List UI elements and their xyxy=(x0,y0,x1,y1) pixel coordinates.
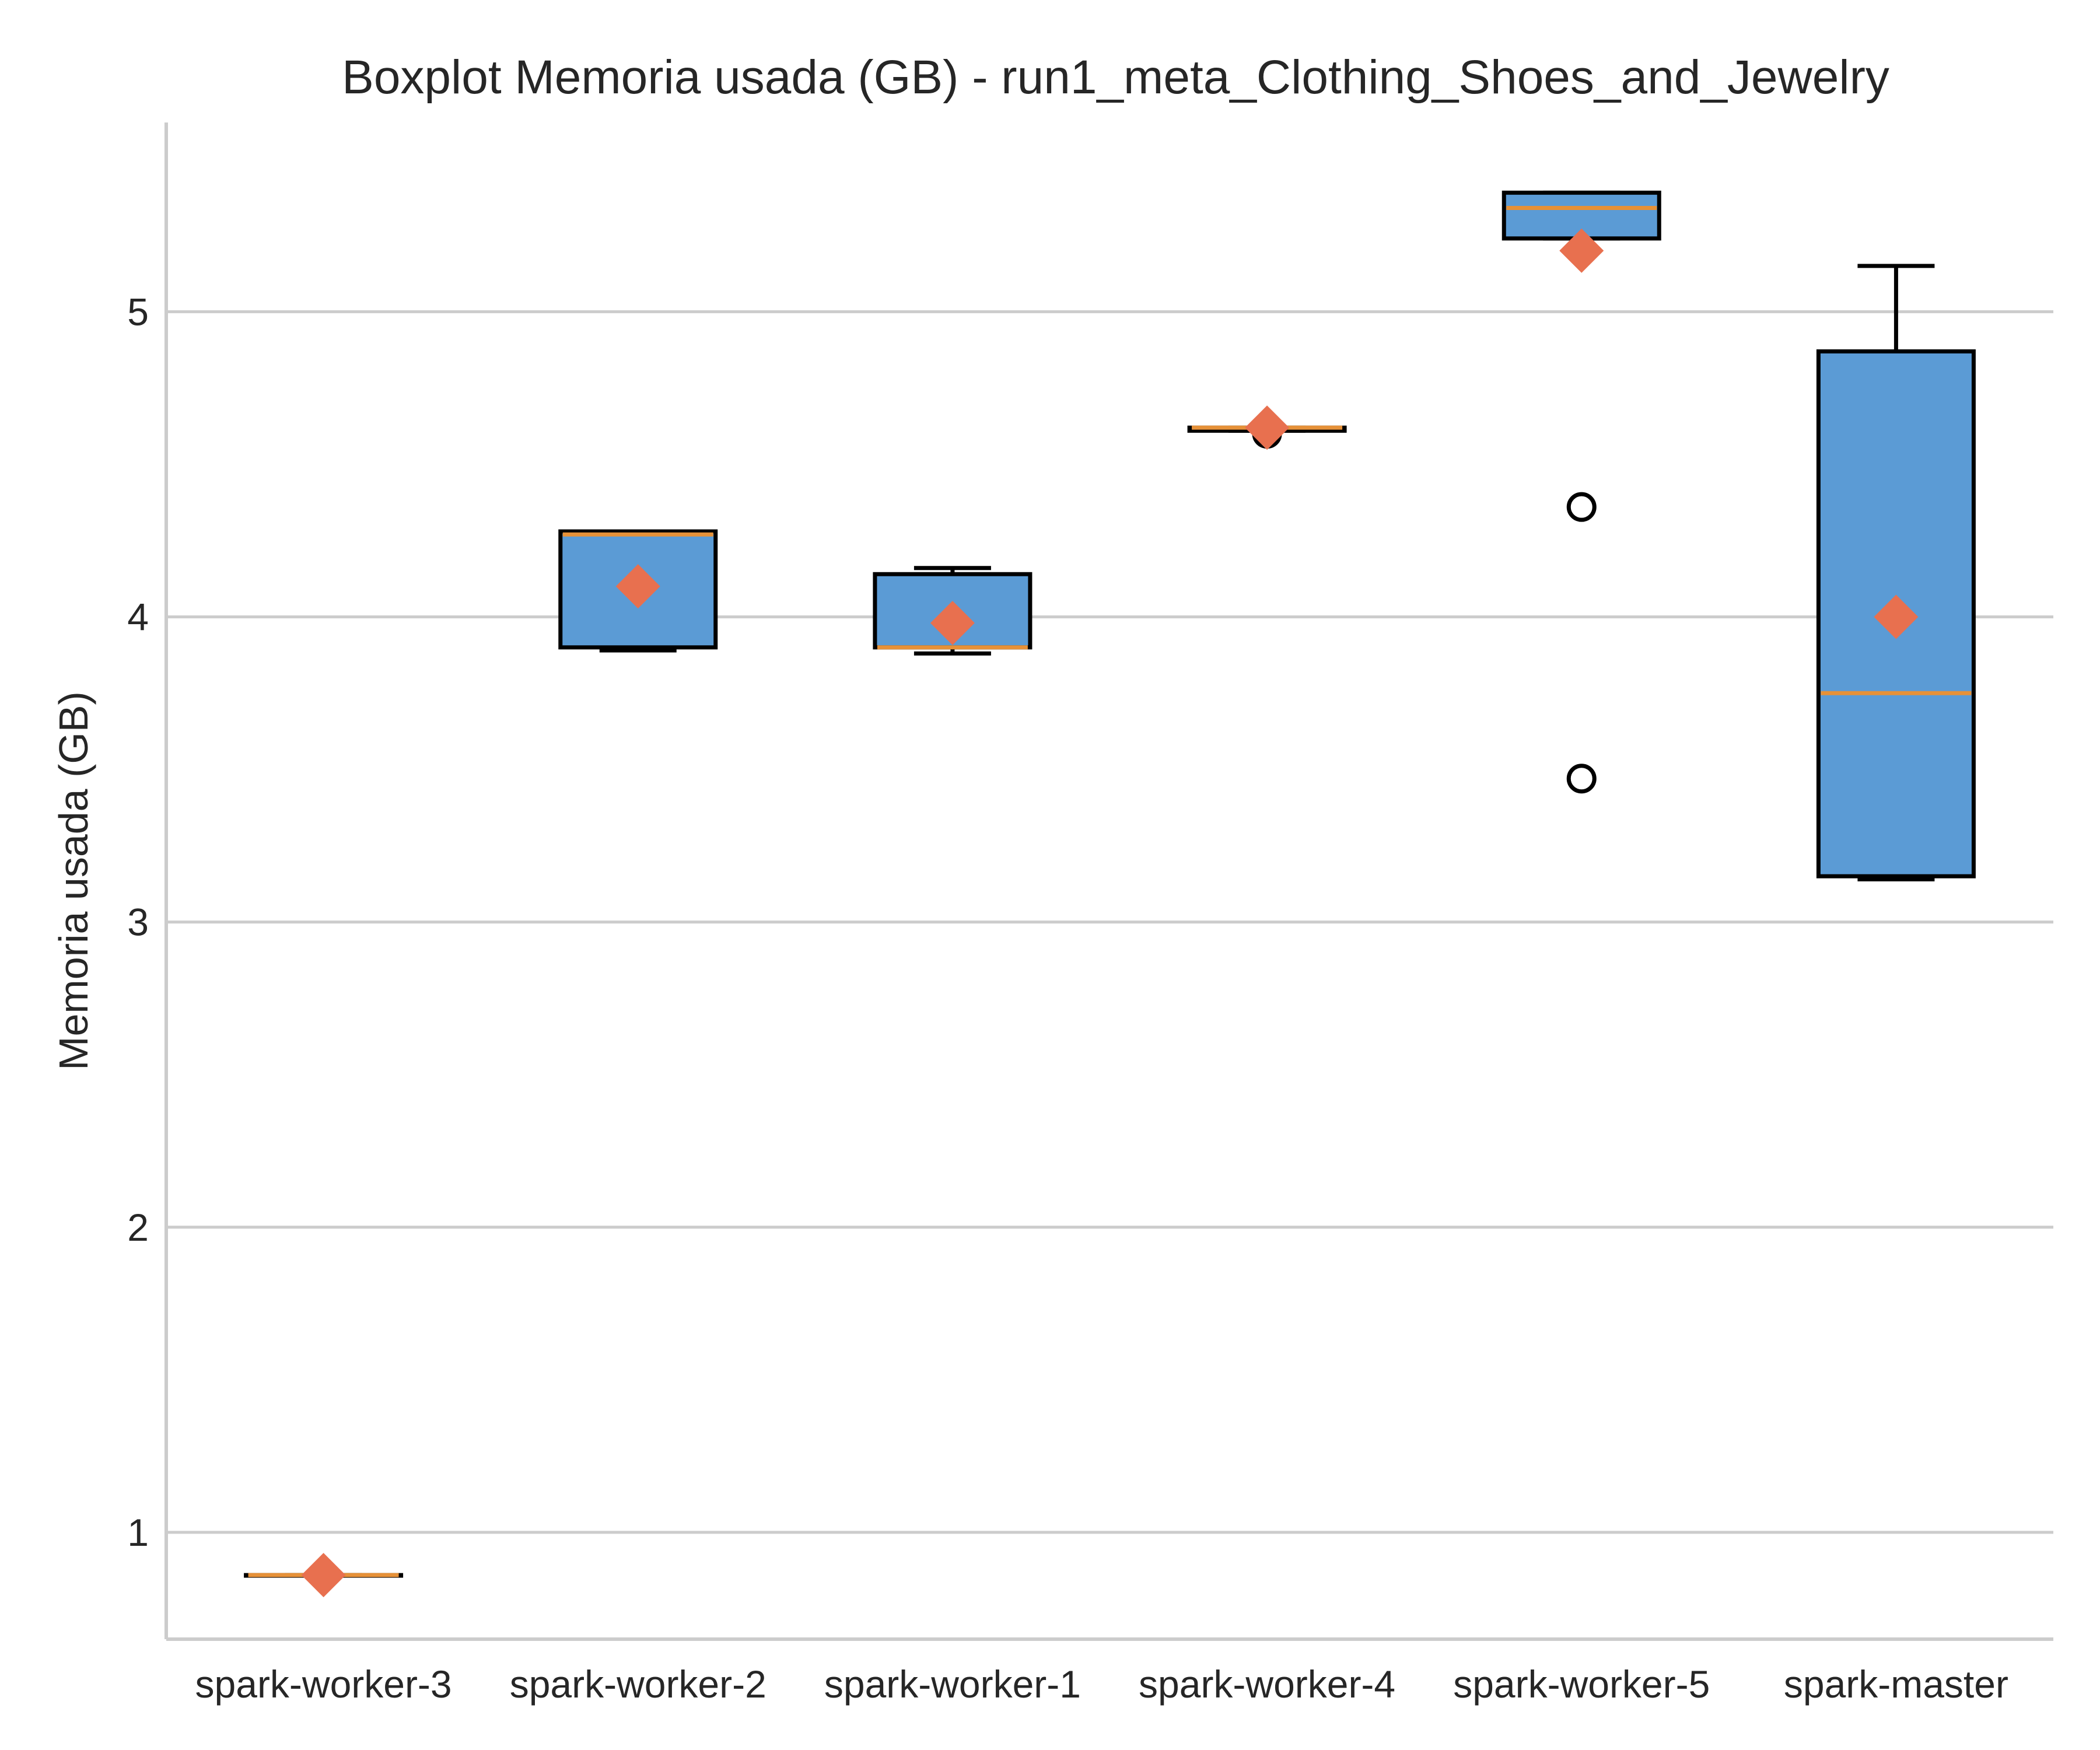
outlier-point xyxy=(1566,492,1597,522)
mean-marker xyxy=(615,564,660,609)
box-group xyxy=(1816,264,1976,881)
boxes xyxy=(244,190,1976,1598)
chart-title: Boxplot Memoria usada (GB) - run1_meta_C… xyxy=(342,51,1889,104)
y-tick-label: 5 xyxy=(127,290,149,333)
mean-marker xyxy=(930,600,975,645)
box-group xyxy=(873,566,1032,656)
axes-spines xyxy=(164,123,2053,1641)
x-tick-label: spark-worker-3 xyxy=(195,1662,452,1706)
x-tick-label: spark-worker-5 xyxy=(1453,1662,1710,1706)
x-tick-label: spark-worker-4 xyxy=(1139,1662,1395,1706)
y-tick-label: 4 xyxy=(127,595,149,638)
y-axis-label: Memoria usada (GB) xyxy=(51,691,96,1070)
y-tick-label: 3 xyxy=(127,901,149,944)
box-group xyxy=(244,1553,404,1598)
mean-marker xyxy=(301,1553,346,1598)
x-tick-label: spark-worker-1 xyxy=(824,1662,1081,1706)
x-axis-ticks: spark-worker-3 spark-worker-2 spark-worker… xyxy=(195,1662,2008,1706)
y-tick-label: 2 xyxy=(127,1206,149,1249)
box-group xyxy=(558,529,718,653)
outlier-point xyxy=(1566,764,1597,794)
x-tick-label: spark-master xyxy=(1784,1662,2008,1706)
y-axis-ticks: 1 2 3 4 5 xyxy=(127,290,149,1554)
box-group xyxy=(1187,405,1347,450)
mean-marker xyxy=(1245,405,1290,450)
gridlines xyxy=(166,310,2053,1534)
y-tick-label: 1 xyxy=(127,1511,149,1554)
mean-marker xyxy=(1559,228,1604,273)
box-group xyxy=(1502,190,1661,794)
mean-marker xyxy=(1874,594,1919,639)
x-tick-label: spark-worker-2 xyxy=(510,1662,766,1706)
